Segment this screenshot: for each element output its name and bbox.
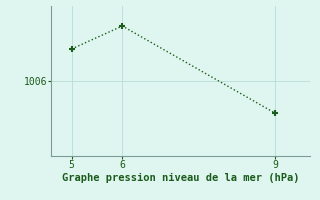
X-axis label: Graphe pression niveau de la mer (hPa): Graphe pression niveau de la mer (hPa) (62, 173, 300, 183)
